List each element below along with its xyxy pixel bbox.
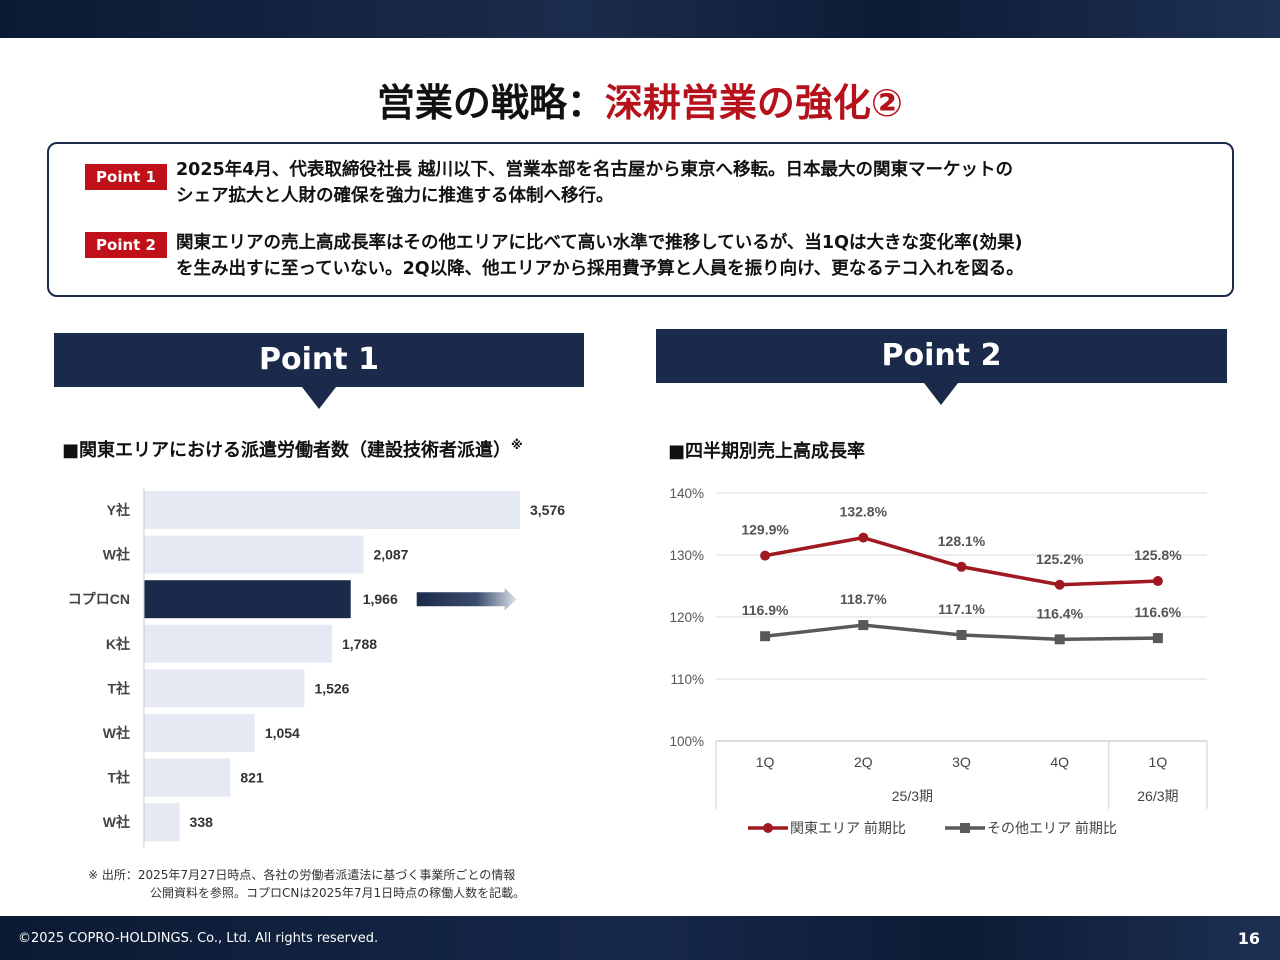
y-tick-label: 100% bbox=[669, 734, 704, 749]
series-point-1 bbox=[760, 550, 771, 561]
x-tick-label: 1Q bbox=[756, 754, 775, 770]
bar-category-label: W社 bbox=[103, 725, 130, 741]
bar bbox=[144, 669, 305, 708]
bar-highlight bbox=[144, 580, 351, 619]
legend-label: 関東エリア 前期比 bbox=[790, 820, 906, 836]
bar bbox=[144, 491, 520, 529]
series-point-2 bbox=[956, 629, 967, 640]
bar-category-label: T社 bbox=[107, 770, 130, 786]
data-label: 125.2% bbox=[1036, 551, 1084, 567]
points-summary-box bbox=[47, 142, 1234, 297]
point1-text: 2025年4月、代表取締役社長 越川以下、営業本部を名古屋から東京へ移転。日本最… bbox=[176, 157, 1226, 209]
bar bbox=[144, 714, 255, 752]
point1-banner-arrow bbox=[302, 387, 336, 409]
point2-banner: Point 2 bbox=[656, 329, 1227, 383]
point1-banner: Point 1 bbox=[54, 333, 584, 387]
bar-value-label: 1,054 bbox=[265, 725, 300, 741]
footnote-line1: ※ 出所：2025年7月27日時点、各社の労働者派遣法に基づく事業所ごとの情報 bbox=[88, 868, 516, 882]
x-tick-label: 1Q bbox=[1149, 754, 1168, 770]
series-point-1 bbox=[956, 561, 967, 572]
bar bbox=[144, 803, 180, 842]
highlight-arrow bbox=[416, 588, 517, 611]
title-main: 営業の戦略： bbox=[376, 81, 605, 125]
point1-line1: 2025年4月、代表取締役社長 越川以下、営業本部を名古屋から東京へ移転。日本最… bbox=[176, 160, 1013, 180]
bar bbox=[144, 758, 231, 797]
bar-category-label: Y社 bbox=[107, 502, 130, 518]
top-banner bbox=[0, 0, 1280, 38]
page-number: 16 bbox=[1237, 929, 1260, 948]
bar bbox=[144, 535, 364, 574]
x-tick-label: 3Q bbox=[952, 754, 971, 770]
bar-value-label: 338 bbox=[190, 814, 214, 830]
point2-line2: を生み出すに至っていない。2Q以降、他エリアから採用費予算と人員を振り向け、更な… bbox=[176, 259, 1024, 279]
bar-category-label: W社 bbox=[103, 814, 130, 830]
bar-value-label: 821 bbox=[240, 770, 264, 786]
point2-line1: 関東エリアの売上高成長率はその他エリアに比べて高い水準で推移しているが、当1Qは… bbox=[176, 233, 1023, 253]
data-label: 132.8% bbox=[840, 504, 888, 520]
x-tick-label: 4Q bbox=[1050, 754, 1069, 770]
series-point-1 bbox=[858, 532, 869, 543]
line-chart: 140% 130% 120% 110% 100% 1Q 2Q 3Q 4Q 1Q 25/3期 26/3期… bbox=[669, 486, 1208, 836]
bar bbox=[144, 624, 332, 663]
point1-line2: シェア拡大と人財の確保を強力に推進する体制へ移行。 bbox=[176, 186, 614, 206]
legend-marker bbox=[763, 823, 773, 833]
bar-value-label: 3,576 bbox=[530, 502, 565, 518]
series-point-2 bbox=[1152, 633, 1163, 644]
bar-chart-title-text: ■関東エリアにおける派遣労働者数（建設技術者派遣） bbox=[62, 440, 512, 461]
x-group-label: 26/3期 bbox=[1137, 788, 1178, 804]
legend-label: その他エリア 前期比 bbox=[987, 820, 1117, 836]
footer-banner bbox=[0, 916, 1280, 960]
legend-marker bbox=[960, 823, 970, 833]
copyright: ©2025 COPRO-HOLDINGS. Co., Ltd. All righ… bbox=[18, 931, 379, 946]
bar-category-label: コプロCN bbox=[68, 591, 130, 607]
footnote: ※ 出所：2025年7月27日時点、各社の労働者派遣法に基づく事業所ごとの情報 … bbox=[88, 866, 525, 902]
data-label: 117.1% bbox=[938, 601, 985, 617]
footnote-line2: 公開資料を参照。コプロCNは2025年7月1日時点の稼働人数を記載。 bbox=[150, 886, 526, 900]
series-point-1 bbox=[1054, 579, 1065, 590]
x-tick-label: 2Q bbox=[854, 754, 873, 770]
y-tick-label: 130% bbox=[669, 548, 704, 563]
bar-category-label: T社 bbox=[107, 680, 130, 696]
series-point-2 bbox=[1054, 634, 1065, 645]
x-group-label: 25/3期 bbox=[892, 788, 933, 804]
data-label: 116.4% bbox=[1036, 605, 1083, 621]
bar-value-label: 1,526 bbox=[314, 680, 349, 696]
bar-value-label: 1,788 bbox=[342, 636, 377, 652]
data-label: 118.7% bbox=[840, 591, 887, 607]
data-label: 116.6% bbox=[1135, 604, 1182, 620]
bar-value-label: 1,966 bbox=[363, 591, 398, 607]
data-label: 125.8% bbox=[1134, 547, 1182, 563]
bar-label-box bbox=[352, 586, 411, 613]
point2-badge: Point 2 bbox=[85, 232, 167, 258]
bar-value-label: 2,087 bbox=[373, 547, 408, 563]
bar-chart-title: ■関東エリアにおける派遣労働者数（建設技術者派遣）※ bbox=[62, 436, 523, 462]
title-accent: 深耕営業の強化② bbox=[604, 81, 904, 125]
data-label: 128.1% bbox=[938, 533, 986, 549]
page-title: 営業の戦略：深耕営業の強化② bbox=[0, 72, 1280, 127]
y-tick-label: 140% bbox=[669, 486, 704, 501]
point2-banner-arrow bbox=[924, 383, 958, 405]
series-point-2 bbox=[858, 620, 869, 631]
data-label: 116.9% bbox=[742, 602, 789, 618]
point2-text: 関東エリアの売上高成長率はその他エリアに比べて高い水準で推移しているが、当1Qは… bbox=[176, 230, 1226, 282]
data-label: 129.9% bbox=[741, 522, 789, 538]
series-point-2 bbox=[760, 631, 771, 642]
y-tick-label: 110% bbox=[670, 672, 704, 687]
y-tick-label: 120% bbox=[669, 610, 704, 625]
point1-badge: Point 1 bbox=[85, 164, 167, 190]
series-point-1 bbox=[1152, 576, 1163, 587]
bar-chart: Y社 3,576 W社 2,087 コプロCN 1,966 K社 1,788 T社 1,526 W社… bbox=[68, 488, 565, 848]
bar-chart-title-mark: ※ bbox=[511, 438, 523, 452]
line-chart-title: ■四半期別売上高成長率 bbox=[668, 441, 866, 462]
bar-category-label: W社 bbox=[103, 547, 130, 563]
bar-category-label: K社 bbox=[106, 636, 130, 652]
